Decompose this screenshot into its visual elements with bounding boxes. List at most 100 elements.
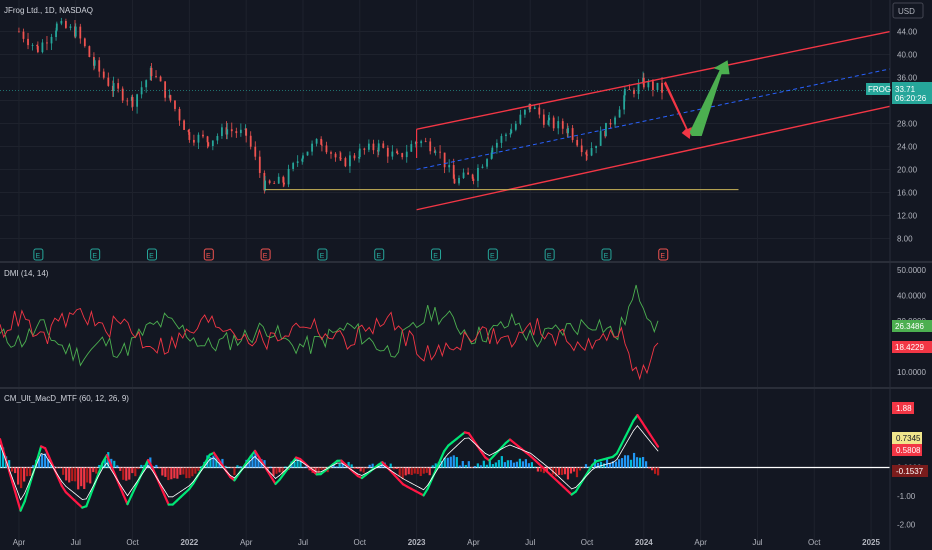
candle[interactable] bbox=[36, 45, 39, 47]
candle[interactable] bbox=[401, 153, 404, 158]
candle[interactable] bbox=[358, 148, 361, 158]
candle[interactable] bbox=[226, 129, 229, 135]
candle[interactable] bbox=[31, 45, 34, 46]
candle[interactable] bbox=[633, 89, 635, 94]
candle[interactable] bbox=[358, 157, 360, 159]
candle[interactable] bbox=[548, 117, 551, 121]
candle[interactable] bbox=[174, 100, 176, 109]
candle[interactable] bbox=[599, 131, 602, 146]
candle[interactable] bbox=[458, 177, 460, 184]
earnings-marker[interactable] bbox=[601, 248, 612, 261]
candle[interactable] bbox=[363, 148, 366, 150]
candle[interactable] bbox=[193, 139, 195, 143]
candle[interactable] bbox=[637, 83, 640, 94]
candle[interactable] bbox=[50, 36, 53, 44]
candle[interactable] bbox=[590, 148, 593, 156]
up-arrow-icon[interactable] bbox=[689, 60, 730, 136]
candle[interactable] bbox=[188, 132, 191, 140]
candle[interactable] bbox=[344, 158, 347, 167]
candle[interactable] bbox=[462, 172, 465, 178]
candle[interactable] bbox=[547, 120, 550, 125]
earnings-marker[interactable] bbox=[146, 248, 157, 261]
candle[interactable] bbox=[614, 117, 616, 125]
candle[interactable] bbox=[377, 143, 380, 152]
candle[interactable] bbox=[514, 123, 517, 130]
candle[interactable] bbox=[571, 128, 574, 140]
candle[interactable] bbox=[245, 128, 248, 136]
earnings-marker[interactable] bbox=[260, 248, 271, 261]
candle[interactable] bbox=[623, 89, 626, 96]
candle[interactable] bbox=[647, 81, 650, 88]
earnings-marker[interactable] bbox=[317, 248, 328, 261]
candle[interactable] bbox=[197, 134, 200, 143]
candle[interactable] bbox=[595, 145, 598, 149]
candle[interactable] bbox=[159, 76, 162, 82]
candle[interactable] bbox=[334, 153, 337, 158]
earnings-marker[interactable] bbox=[374, 248, 385, 261]
candle[interactable] bbox=[273, 183, 276, 184]
candle[interactable] bbox=[471, 174, 474, 179]
candle[interactable] bbox=[509, 133, 512, 135]
candle[interactable] bbox=[22, 31, 25, 39]
candle[interactable] bbox=[83, 38, 86, 47]
candle[interactable] bbox=[605, 122, 607, 137]
candle[interactable] bbox=[405, 151, 408, 158]
channel-mid-line[interactable] bbox=[416, 68, 891, 170]
candle[interactable] bbox=[505, 134, 507, 137]
candle[interactable] bbox=[538, 107, 541, 115]
candle[interactable] bbox=[609, 122, 612, 125]
earnings-marker[interactable] bbox=[33, 248, 44, 261]
candle[interactable] bbox=[112, 83, 115, 91]
candle[interactable] bbox=[391, 151, 394, 157]
candle[interactable] bbox=[439, 151, 441, 153]
plus-di-line[interactable] bbox=[0, 284, 659, 367]
candle[interactable] bbox=[79, 26, 82, 39]
candle[interactable] bbox=[448, 165, 451, 168]
candle[interactable] bbox=[510, 129, 513, 134]
candle[interactable] bbox=[472, 178, 475, 181]
candle[interactable] bbox=[69, 26, 72, 28]
dmi-series[interactable] bbox=[0, 284, 659, 381]
candle[interactable] bbox=[283, 182, 285, 185]
candle[interactable] bbox=[155, 76, 157, 77]
candle[interactable] bbox=[486, 159, 488, 167]
candle[interactable] bbox=[576, 139, 579, 146]
candle[interactable] bbox=[410, 144, 413, 152]
candle[interactable] bbox=[169, 95, 172, 101]
candle[interactable] bbox=[586, 154, 588, 156]
candle[interactable] bbox=[235, 131, 238, 134]
candle[interactable] bbox=[202, 134, 204, 137]
earnings-marker[interactable] bbox=[544, 248, 555, 261]
candle[interactable] bbox=[580, 145, 583, 153]
candle[interactable] bbox=[396, 152, 399, 154]
candle[interactable] bbox=[311, 143, 313, 152]
candle[interactable] bbox=[131, 97, 134, 107]
candle[interactable] bbox=[164, 81, 167, 98]
candle[interactable] bbox=[628, 89, 631, 90]
candle[interactable] bbox=[533, 107, 536, 109]
candle[interactable] bbox=[567, 128, 569, 134]
candle[interactable] bbox=[367, 143, 370, 150]
candle[interactable] bbox=[524, 109, 526, 115]
candle[interactable] bbox=[254, 146, 257, 157]
earnings-marker[interactable] bbox=[431, 248, 442, 261]
candle[interactable] bbox=[88, 46, 91, 57]
candle[interactable] bbox=[623, 95, 626, 110]
candle[interactable] bbox=[55, 30, 57, 37]
candle[interactable] bbox=[64, 20, 67, 28]
candle[interactable] bbox=[121, 88, 124, 101]
candle[interactable] bbox=[420, 141, 423, 144]
candle[interactable] bbox=[93, 60, 96, 66]
candle[interactable] bbox=[216, 135, 219, 141]
candle[interactable] bbox=[258, 156, 261, 173]
macd-series[interactable] bbox=[0, 414, 890, 512]
candle[interactable] bbox=[287, 168, 290, 185]
candle[interactable] bbox=[443, 152, 446, 168]
candle[interactable] bbox=[187, 129, 190, 133]
candle[interactable] bbox=[221, 127, 223, 136]
candle[interactable] bbox=[325, 145, 328, 153]
candle[interactable] bbox=[302, 155, 304, 159]
candle[interactable] bbox=[386, 147, 389, 157]
